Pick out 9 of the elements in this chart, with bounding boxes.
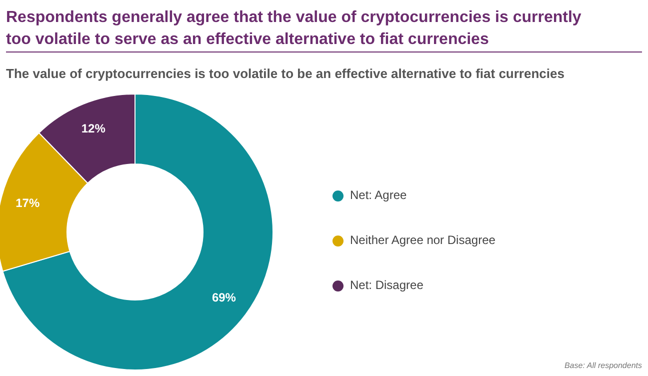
data-label: 17% — [16, 196, 40, 210]
chart-subtitle: The value of cryptocurrencies is too volatile to be an effective alternative to fiat currencies — [6, 66, 564, 81]
text: Base: All respondents — [564, 361, 642, 370]
legend-label: Net: Agree — [350, 188, 408, 202]
data-label: 69% — [212, 290, 236, 305]
legend-label: Net: Disagree — [350, 278, 424, 292]
legend-label: Neither Agree nor Disagree — [350, 233, 496, 248]
chart-title: Respondents generally agree that the value of cryptocurrencies is currently too volatile to serve as an effective alternative to fiat currencies — [6, 9, 582, 48]
data-label: 12% — [81, 121, 106, 136]
